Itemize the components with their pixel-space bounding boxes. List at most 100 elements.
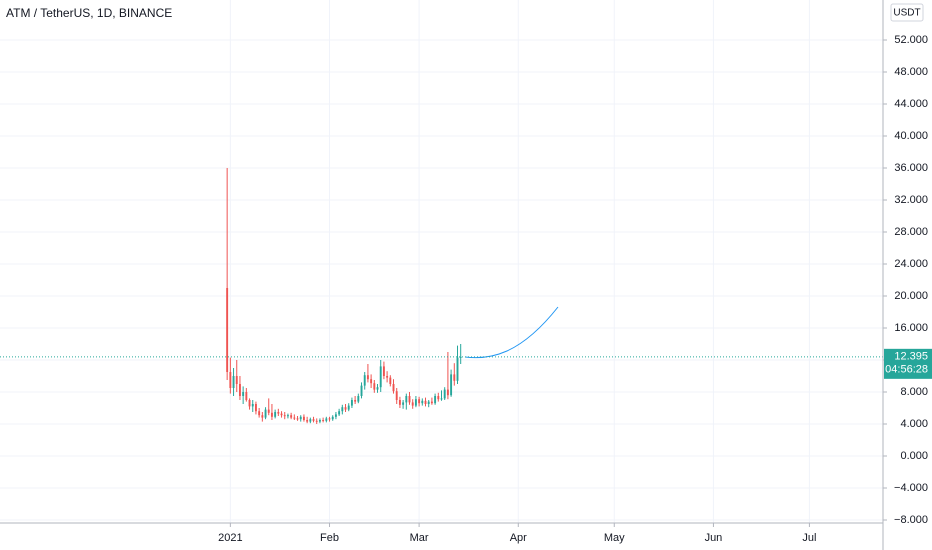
candle-body	[408, 396, 411, 403]
x-tick-label: Mar	[410, 532, 429, 544]
candle-body	[386, 376, 389, 378]
y-tick-label: −4.000	[894, 482, 928, 494]
candle-body	[398, 400, 401, 405]
y-tick-label: 32.000	[894, 194, 928, 206]
last-price-box	[884, 348, 932, 379]
candle-body	[315, 420, 318, 422]
candle-body	[280, 413, 283, 416]
candle-body	[277, 412, 280, 414]
candle-body	[453, 374, 456, 381]
candle-body	[402, 402, 405, 405]
candle-body	[344, 407, 347, 410]
candle-body	[363, 375, 366, 386]
candle-body	[341, 407, 344, 412]
candle-body	[238, 384, 241, 396]
candle-body	[421, 400, 424, 404]
candle-body	[302, 416, 305, 420]
candle-body	[405, 396, 408, 403]
drawn-curve	[464, 306, 559, 359]
candle-body	[446, 389, 449, 396]
x-tick-label: Apr	[510, 532, 527, 544]
candle-body	[418, 399, 421, 404]
x-tick-label: Jul	[802, 532, 816, 544]
last-price-label: 12.395	[894, 351, 928, 363]
candle-body	[267, 409, 270, 413]
y-tick-label: 44.000	[894, 98, 928, 110]
candle-body	[261, 415, 264, 418]
candle-body	[379, 366, 382, 388]
countdown-label: 04:56:28	[885, 364, 928, 376]
y-tick-label: 16.000	[894, 322, 928, 334]
chart-title: ATM / TetherUS, 1D, BINANCE	[6, 6, 172, 20]
candle-body	[258, 411, 261, 416]
candle-body	[338, 411, 341, 415]
candle-body	[328, 418, 331, 420]
y-tick-label: 4.000	[900, 418, 928, 430]
candle-body	[366, 375, 369, 380]
candle-body	[395, 391, 398, 400]
y-tick-label: 48.000	[894, 66, 928, 78]
x-tick-label: Jun	[705, 532, 723, 544]
candle-body	[274, 412, 277, 417]
candle-body	[347, 405, 350, 410]
candle-body	[325, 418, 328, 421]
y-tick-label: 8.000	[900, 386, 928, 398]
y-tick-label: −8.000	[894, 514, 928, 526]
candle-body	[427, 401, 430, 404]
candle-body	[270, 412, 273, 417]
x-tick-label: Feb	[320, 532, 339, 544]
y-tick-label: 20.000	[894, 290, 928, 302]
grid	[0, 0, 883, 523]
axes: 52.000 48.000 44.000 40.000 36.000 32.000 28.0…	[218, 34, 932, 544]
x-tick-label: 2021	[218, 532, 242, 544]
candle-body	[254, 404, 257, 412]
candle-body	[443, 389, 446, 399]
candle-body	[226, 288, 229, 372]
y-tick-label: 24.000	[894, 258, 928, 270]
candle-body	[235, 376, 238, 384]
candle-body	[229, 372, 232, 388]
candle-body	[293, 417, 296, 419]
candle-body	[312, 419, 315, 421]
y-tick-label: 28.000	[894, 226, 928, 238]
candle-body	[322, 420, 325, 421]
candle-body	[248, 400, 251, 407]
candle-body	[373, 383, 376, 390]
candle-body	[286, 415, 289, 417]
candle-body	[290, 415, 293, 418]
candle-body	[245, 392, 248, 400]
y-tick-label: 52.000	[894, 34, 928, 46]
candle-body	[450, 374, 453, 396]
candle-body	[299, 416, 302, 420]
candle-body	[360, 385, 363, 396]
candle-body	[392, 384, 395, 392]
candle-body	[331, 416, 334, 420]
candle-body	[296, 418, 299, 420]
x-tick-label: May	[604, 532, 625, 544]
candle-body	[309, 419, 312, 422]
candles	[0, 168, 883, 424]
y-tick-label: 36.000	[894, 162, 928, 174]
candle-body	[430, 401, 433, 404]
candle-body	[437, 396, 440, 400]
candle-body	[354, 400, 357, 402]
candle-body	[370, 379, 373, 384]
candle-body	[411, 402, 414, 406]
candle-body	[350, 400, 353, 406]
candle-body	[376, 387, 379, 390]
candle-body	[264, 409, 267, 418]
currency-box[interactable]	[890, 3, 924, 22]
candle-body	[306, 420, 309, 422]
candle-body	[232, 376, 235, 388]
candle-body	[440, 398, 443, 400]
candle-body	[434, 396, 437, 404]
candle-body	[389, 377, 392, 384]
candle-body	[242, 392, 245, 396]
y-tick-label: 40.000	[894, 130, 928, 142]
candle-body	[334, 414, 337, 417]
candle-body	[414, 399, 417, 406]
candle-body	[318, 420, 321, 422]
candle-body	[251, 404, 254, 407]
y-tick-label: 0.000	[900, 450, 928, 462]
